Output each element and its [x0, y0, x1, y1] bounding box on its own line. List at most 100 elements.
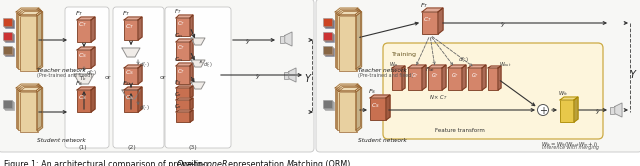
- Polygon shape: [77, 87, 95, 90]
- Polygon shape: [339, 88, 362, 92]
- Bar: [176, 112, 190, 122]
- Text: epresentation: epresentation: [228, 160, 287, 166]
- Text: $\hat{y}$: $\hat{y}$: [500, 20, 506, 30]
- Text: (Pre-trained and fixed): (Pre-trained and fixed): [358, 73, 413, 78]
- Text: $W_{in}$: $W_{in}$: [389, 61, 399, 69]
- Polygon shape: [337, 10, 360, 14]
- Text: atching (ORM): atching (ORM): [293, 160, 350, 166]
- Polygon shape: [336, 9, 359, 13]
- Text: $C_T$: $C_T$: [78, 21, 87, 29]
- Polygon shape: [337, 86, 360, 90]
- Text: $C_m$: $C_m$: [174, 55, 183, 64]
- Text: $T_b$: $T_b$: [79, 74, 86, 83]
- Text: $d(\cdot)$: $d(\cdot)$: [139, 60, 150, 69]
- Bar: [325, 102, 334, 110]
- Polygon shape: [17, 9, 40, 13]
- Polygon shape: [77, 47, 95, 50]
- Polygon shape: [191, 60, 205, 67]
- Polygon shape: [19, 10, 42, 14]
- Bar: [325, 48, 334, 56]
- Bar: [77, 50, 91, 68]
- Text: $\hat{y}$: $\hat{y}$: [245, 37, 251, 47]
- Bar: [335, 88, 353, 128]
- Bar: [488, 68, 498, 90]
- Bar: [336, 89, 354, 129]
- Text: one: one: [207, 160, 225, 166]
- Polygon shape: [16, 84, 39, 88]
- Bar: [3, 18, 12, 26]
- Text: $F_S$: $F_S$: [174, 78, 181, 87]
- Text: $W_{fc}=W_{fc}(W_{out}W_{in}+I)$: $W_{fc}=W_{fc}(W_{out}W_{in}+I)$: [541, 140, 599, 149]
- Polygon shape: [191, 38, 205, 45]
- Polygon shape: [190, 63, 193, 84]
- Text: $N \times C_T$: $N \times C_T$: [429, 93, 447, 102]
- Bar: [323, 32, 332, 40]
- Polygon shape: [355, 86, 360, 130]
- Polygon shape: [38, 88, 43, 132]
- Polygon shape: [574, 97, 578, 122]
- FancyBboxPatch shape: [0, 0, 314, 152]
- Polygon shape: [190, 39, 193, 60]
- Bar: [176, 66, 190, 84]
- Bar: [336, 13, 354, 68]
- Polygon shape: [289, 68, 296, 82]
- Polygon shape: [138, 65, 142, 84]
- Text: $F_S$: $F_S$: [75, 79, 83, 88]
- Text: One: One: [177, 160, 193, 166]
- Polygon shape: [138, 17, 142, 40]
- Polygon shape: [402, 66, 405, 90]
- Bar: [370, 98, 386, 120]
- Text: $d(\cdot)$: $d(\cdot)$: [458, 55, 469, 64]
- Polygon shape: [191, 82, 205, 89]
- Polygon shape: [20, 12, 43, 16]
- Bar: [176, 88, 190, 98]
- Polygon shape: [35, 85, 40, 129]
- Bar: [284, 72, 289, 79]
- Polygon shape: [335, 8, 358, 12]
- Text: $F_T$: $F_T$: [75, 9, 84, 18]
- Polygon shape: [77, 17, 95, 20]
- Polygon shape: [176, 110, 193, 112]
- Text: $G_T$: $G_T$: [451, 72, 459, 81]
- Polygon shape: [122, 90, 140, 99]
- Bar: [280, 36, 285, 42]
- Polygon shape: [122, 48, 140, 57]
- Bar: [16, 88, 34, 128]
- Bar: [337, 14, 355, 69]
- Polygon shape: [190, 15, 193, 36]
- Bar: [3, 32, 12, 40]
- Text: $C_S$: $C_S$: [371, 102, 380, 110]
- Polygon shape: [355, 10, 360, 69]
- Bar: [124, 90, 138, 112]
- Bar: [422, 12, 438, 34]
- Bar: [339, 16, 356, 71]
- Polygon shape: [335, 84, 358, 88]
- Text: R: R: [222, 160, 227, 166]
- Text: $Y$: $Y$: [304, 72, 312, 84]
- FancyBboxPatch shape: [316, 0, 640, 152]
- Bar: [77, 90, 91, 112]
- Bar: [77, 20, 91, 42]
- Text: $d(\cdot)$: $d(\cdot)$: [139, 103, 150, 112]
- Text: Inference with merging: Inference with merging: [541, 145, 598, 150]
- Bar: [323, 46, 332, 54]
- Text: (1): (1): [79, 145, 87, 150]
- Bar: [19, 90, 36, 130]
- FancyBboxPatch shape: [113, 7, 164, 148]
- Text: (2): (2): [127, 145, 136, 150]
- Polygon shape: [17, 85, 40, 89]
- Polygon shape: [353, 84, 358, 128]
- Polygon shape: [91, 47, 95, 68]
- Polygon shape: [36, 10, 42, 69]
- Text: $d(\cdot)$: $d(\cdot)$: [86, 68, 97, 77]
- Text: Student network: Student network: [37, 138, 86, 143]
- Bar: [392, 68, 402, 90]
- Text: $F_S$: $F_S$: [122, 79, 130, 88]
- Polygon shape: [176, 15, 193, 18]
- Bar: [176, 42, 190, 60]
- FancyBboxPatch shape: [383, 43, 603, 139]
- Bar: [124, 20, 138, 40]
- Polygon shape: [422, 8, 443, 12]
- Polygon shape: [36, 86, 42, 130]
- Polygon shape: [468, 65, 486, 68]
